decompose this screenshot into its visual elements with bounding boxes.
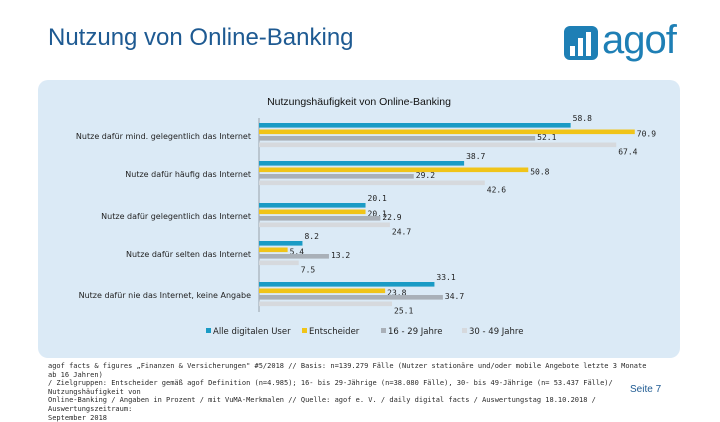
source-line: / Zielgruppen: Entscheider gemäß agof De… [48,379,613,396]
bar [259,282,435,287]
category-label: Nutze dafür selten das Internet [126,250,251,259]
bar [259,288,386,294]
legend-swatch [206,328,211,333]
data-label: 23.8 [387,289,406,298]
bar [259,174,414,179]
data-label: 67.4 [618,148,637,157]
bar [259,129,635,135]
bar [259,161,465,166]
category-label: Nutze dafür häufig das Internet [125,170,251,179]
data-label: 50.8 [530,168,549,177]
data-label: 70.9 [637,130,656,139]
data-label: 24.7 [392,228,411,237]
data-label: 33.1 [436,273,455,282]
bar [259,209,366,215]
legend-label: Entscheider [309,327,360,337]
bar [259,142,617,148]
bar [259,254,329,259]
logo-text: agof [602,18,677,62]
data-label: 38.7 [466,152,485,161]
category-label: Nutze dafür gelegentlich das Internet [101,212,251,221]
category-label: Nutze dafür mind. gelegentlich das Inter… [76,132,251,141]
data-label: 52.1 [537,133,556,142]
data-label: 13.2 [331,251,350,260]
page-number: Seite 7 [630,384,662,395]
data-label: 5.4 [290,248,305,257]
bar [259,301,393,307]
category-label: Nutze dafür nie das Internet, keine Anga… [79,291,251,300]
data-label: 7.5 [301,266,316,275]
data-label: 25.1 [394,307,413,316]
legend-label: Alle digitalen User [213,327,291,337]
data-label: 22.9 [382,213,401,222]
data-label: 20.1 [368,210,387,219]
source-note: agof facts & figures „Finanzen & Versich… [48,362,648,422]
bar [259,222,390,228]
bar [259,203,366,208]
legend-swatch [462,328,467,333]
data-label: 29.2 [416,171,435,180]
source-line: September 2018 [48,413,108,422]
bar [259,216,381,221]
bar [259,260,299,266]
bar [259,180,485,186]
page-title: Nutzung von Online-Banking [48,24,354,51]
data-label: 20.1 [368,194,387,203]
legend-swatch [381,328,386,333]
data-label: 58.8 [573,114,592,123]
bar [259,295,443,300]
bar [259,247,288,253]
source-line: agof facts & figures „Finanzen & Versich… [48,362,647,379]
data-label: 42.6 [487,186,506,195]
bar [259,123,571,128]
data-label: 8.2 [304,232,319,241]
agof-logo: agof [562,18,678,68]
bar [259,167,529,173]
legend-label: 16 - 29 Jahre [388,327,442,337]
bar [259,241,303,246]
bar [259,136,536,141]
data-label: 34.7 [445,292,464,301]
chart-title: Nutzungshäufigkeit von Online-Banking [267,96,451,108]
legend-label: 30 - 49 Jahre [469,327,523,337]
legend-swatch [302,328,307,333]
chart-panel: Nutzungshäufigkeit von Online-Banking Nut… [38,80,680,358]
bar-chart-logo-icon [564,26,598,60]
bar-chart: Nutzungshäufigkeit von Online-Banking Nut… [76,96,656,337]
